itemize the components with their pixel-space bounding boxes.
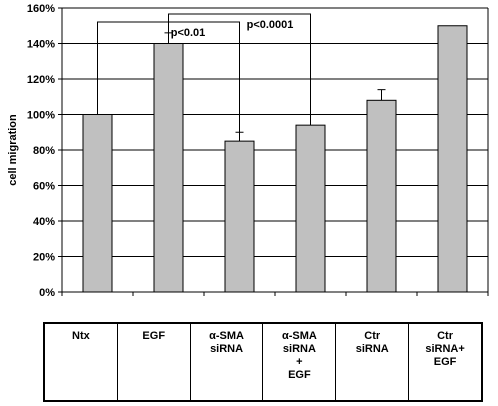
bar [366,99,397,293]
y-tick-label: 100% [27,110,55,122]
table-cell-ctr-sirna: Ctr siRNA [336,324,410,400]
gridlines [62,7,488,257]
table-cell-egf: EGF [118,324,191,400]
axes [58,7,489,296]
significance-brackets: p<0.01 p<0.0001 [97,13,311,133]
table-cell-sma-sirna: α-SMA siRNA [191,324,264,400]
table-cell-ntx: Ntx [45,324,118,400]
y-tick-label: 60% [33,181,55,193]
table-cell-ctr-sirna-egf: Ctr siRNA+ EGF [425,330,465,368]
significance-label: p<0.01 [171,27,206,39]
y-tick-label: 40% [33,216,55,228]
bar [295,124,326,293]
error-bars [164,32,386,142]
bars [82,25,468,293]
bar [437,25,468,293]
y-tick-label: 20% [33,252,55,264]
y-tick-label: 120% [27,74,55,86]
significance-label: p<0.0001 [247,19,294,31]
y-tick-label: 80% [33,145,55,157]
y-axis-title: cell migration [7,114,19,186]
bar-chart: p<0.01 p<0.0001 0% 20% 40% 60% 80% 100% 120% 140… [7,3,489,299]
bar [82,114,113,293]
bar [224,140,255,293]
y-tick-label: 0% [39,287,55,299]
y-tick-label: 160% [27,3,55,15]
y-tick-label: 140% [27,39,55,51]
y-tick-labels: 0% 20% 40% 60% 80% 100% 120% 140% 160% [27,3,55,299]
significance-bracket [168,13,311,115]
table-cell-sma-sirna-egf: α-SMA siRNA + EGF [263,324,337,400]
bar [153,43,184,293]
condition-table: Ntx EGF α-SMA siRNA α-SMA siRNA + EGF Ct… [43,322,483,402]
